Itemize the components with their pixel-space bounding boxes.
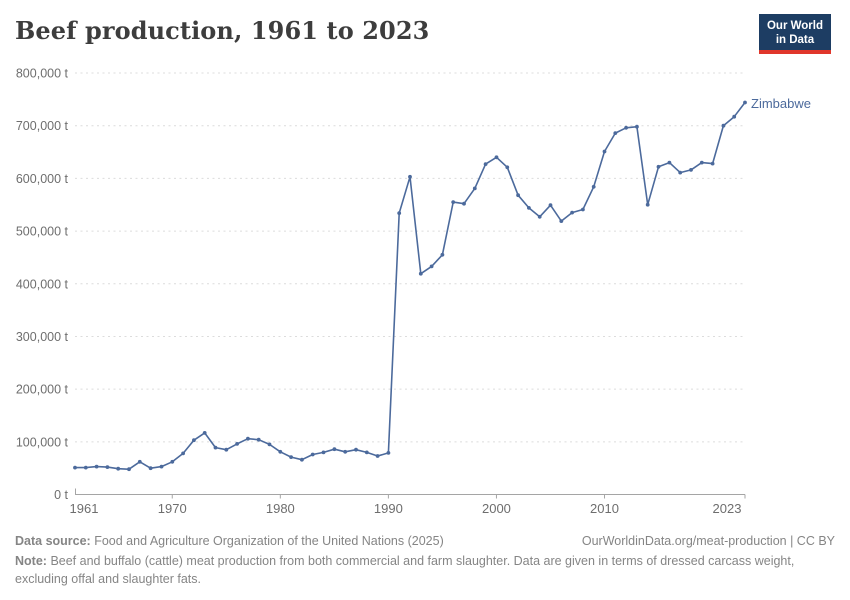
- data-point[interactable]: [613, 131, 618, 136]
- y-tick-label: 0 t: [54, 488, 68, 502]
- data-source-label: Data source:: [15, 534, 91, 548]
- data-point[interactable]: [105, 465, 110, 469]
- owid-logo-line2: in Data: [775, 34, 815, 47]
- data-point[interactable]: [537, 214, 542, 219]
- data-point[interactable]: [148, 466, 153, 471]
- data-point[interactable]: [192, 438, 196, 443]
- y-tick-label: 500,000 t: [16, 225, 69, 239]
- data-point[interactable]: [127, 467, 131, 472]
- x-tick-label: 2023: [713, 501, 742, 516]
- data-point[interactable]: [321, 450, 326, 455]
- data-point[interactable]: [699, 160, 704, 165]
- data-point[interactable]: [375, 454, 380, 458]
- data-point[interactable]: [386, 451, 391, 455]
- data-source-text: Data source: Food and Agriculture Organi…: [15, 532, 444, 550]
- y-tick-label: 600,000 t: [16, 172, 69, 186]
- data-point[interactable]: [310, 452, 315, 457]
- data-point[interactable]: [581, 207, 585, 212]
- data-point[interactable]: [354, 447, 358, 452]
- series-label-zimbabwe[interactable]: Zimbabwe: [751, 96, 811, 111]
- chart-canvas: 0 t 100,000 t 200,000 t 300,000 t 400,000 t 5…: [16, 67, 747, 516]
- y-tick-label: 800,000 t: [16, 67, 69, 81]
- data-point[interactable]: [591, 184, 596, 189]
- data-point[interactable]: [505, 165, 510, 170]
- x-tick-label: 1990: [374, 501, 403, 516]
- data-point[interactable]: [300, 457, 304, 462]
- data-point[interactable]: [602, 149, 607, 154]
- owid-url-link[interactable]: OurWorldinData.org/meat-production | CC …: [581, 534, 835, 548]
- page-title: Beef production, 1961 to 2023: [15, 16, 430, 45]
- data-point[interactable]: [73, 465, 77, 470]
- data-point[interactable]: [418, 271, 423, 276]
- data-point[interactable]: [494, 155, 499, 160]
- data-point[interactable]: [278, 449, 283, 454]
- data-point[interactable]: [246, 436, 250, 441]
- y-tick-label: 200,000 t: [16, 383, 69, 397]
- series-line-zimbabwe[interactable]: [74, 101, 746, 471]
- data-point[interactable]: [570, 210, 574, 215]
- data-point[interactable]: [116, 466, 121, 471]
- data-point[interactable]: [332, 447, 337, 452]
- y-tick-label: 100,000 t: [16, 435, 69, 449]
- data-source-value: Food and Agriculture Organization of the…: [94, 534, 444, 548]
- data-point[interactable]: [710, 161, 715, 166]
- data-point[interactable]: [397, 211, 402, 216]
- y-tick-label: 700,000 t: [16, 119, 69, 133]
- data-point[interactable]: [472, 186, 477, 191]
- data-point[interactable]: [170, 459, 175, 464]
- data-point[interactable]: [721, 123, 726, 128]
- data-point[interactable]: [224, 447, 229, 452]
- x-tick-label: 2000: [482, 501, 511, 516]
- data-point[interactable]: [429, 264, 434, 269]
- data-point[interactable]: [559, 219, 564, 224]
- data-point[interactable]: [689, 168, 693, 172]
- data-point[interactable]: [516, 193, 520, 198]
- data-point[interactable]: [527, 206, 531, 210]
- chart-note: Note: Beef and buffalo (cattle) meat pro…: [15, 552, 830, 588]
- data-point[interactable]: [83, 465, 88, 470]
- note-label: Note:: [15, 554, 47, 569]
- data-point[interactable]: [732, 114, 737, 119]
- data-point[interactable]: [483, 162, 488, 167]
- data-point[interactable]: [451, 200, 456, 205]
- data-point[interactable]: [645, 202, 650, 207]
- data-point[interactable]: [181, 451, 186, 456]
- data-point[interactable]: [364, 450, 369, 455]
- data-point[interactable]: [94, 464, 99, 469]
- data-point[interactable]: [235, 442, 240, 446]
- data-point[interactable]: [743, 100, 747, 105]
- data-point[interactable]: [548, 203, 553, 208]
- data-point[interactable]: [462, 201, 466, 206]
- data-point[interactable]: [202, 431, 207, 435]
- data-point[interactable]: [159, 464, 164, 469]
- data-point[interactable]: [137, 459, 142, 464]
- data-point[interactable]: [408, 174, 412, 179]
- owid-logo[interactable]: Our World in Data: [758, 14, 831, 55]
- data-point[interactable]: [343, 449, 348, 454]
- data-point[interactable]: [656, 164, 661, 169]
- data-point[interactable]: [667, 160, 672, 165]
- data-point[interactable]: [213, 445, 218, 450]
- data-point[interactable]: [440, 252, 445, 257]
- data-point[interactable]: [624, 125, 628, 130]
- x-tick-label: 2010: [590, 501, 619, 516]
- note-value: Beef and buffalo (cattle) meat productio…: [15, 554, 795, 587]
- y-tick-label: 400,000 t: [16, 277, 69, 291]
- data-point[interactable]: [267, 442, 272, 447]
- data-point[interactable]: [678, 170, 683, 175]
- data-point[interactable]: [256, 437, 261, 442]
- owid-logo-line1: Our World: [766, 20, 823, 32]
- chart-footer: Data source: Food and Agriculture Organi…: [15, 532, 835, 588]
- data-point[interactable]: [635, 124, 639, 129]
- y-tick-label: 300,000 t: [16, 330, 69, 344]
- x-tick-label: 1980: [266, 501, 295, 516]
- x-tick-label: 1961: [70, 501, 99, 516]
- data-point[interactable]: [289, 455, 293, 459]
- x-tick-label: 1970: [158, 501, 187, 516]
